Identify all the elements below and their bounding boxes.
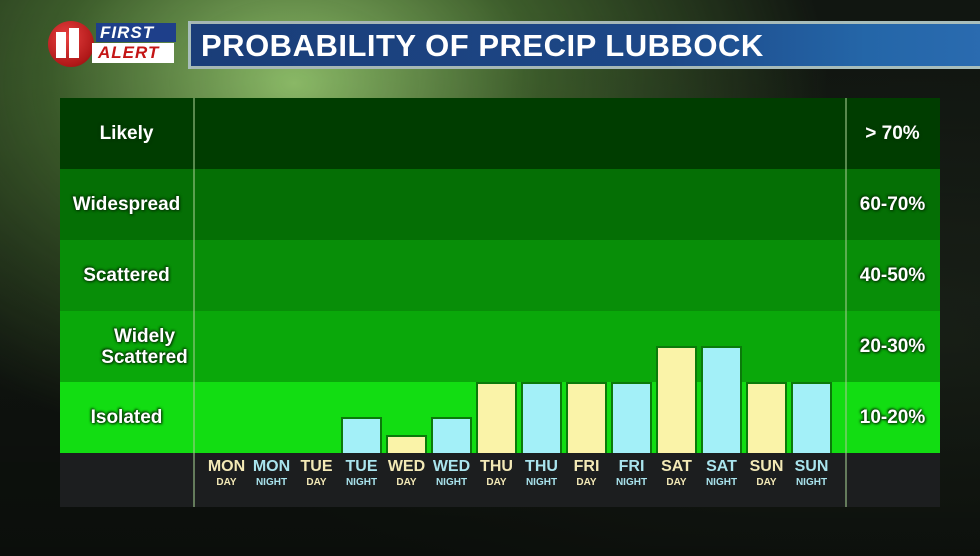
x-label: MON NIGHT (252, 458, 291, 488)
title-bar: PROBABILITY OF PRECIP LUBBOCK (188, 21, 980, 69)
logo-first-text: FIRST (96, 23, 176, 42)
x-label: THU NIGHT (525, 458, 558, 488)
x-label: WED NIGHT (432, 458, 471, 488)
x-label: THU DAY (480, 458, 513, 488)
band-scattered: Scattered 40-50% (60, 240, 940, 311)
x-label: FRI DAY (573, 458, 600, 488)
bar-sun-night (791, 382, 832, 453)
logo-alert-text: ALERT (92, 43, 174, 63)
bar-sat-day (656, 346, 697, 453)
x-label: TUE NIGHT (345, 458, 378, 488)
x-axis-strip (60, 453, 940, 507)
x-label: SUN NIGHT (794, 458, 829, 488)
bar-wed-night (431, 417, 472, 453)
precip-chart: Likely > 70% Widespread 60-70% Scattered… (60, 98, 940, 507)
bar-sun-day (746, 382, 787, 453)
right-divider (845, 98, 847, 507)
band-range: 40-50% (859, 264, 926, 286)
band-label: Likely (99, 123, 154, 144)
band-label: Isolated (90, 407, 163, 428)
bar-wed-day (386, 435, 427, 453)
x-label: SUN DAY (749, 458, 784, 488)
band-label: Widely Scattered (101, 325, 188, 368)
band-range: 20-30% (859, 335, 926, 357)
bar-tue-night (341, 417, 382, 453)
band-likely: Likely > 70% (60, 98, 940, 169)
x-label: SAT NIGHT (705, 458, 738, 488)
first-alert-logo: FIRST ALERT (48, 21, 176, 69)
band-label: Scattered (83, 265, 170, 286)
band-widespread: Widespread 60-70% (60, 169, 940, 240)
band-widely-scattered: Widely Scattered 20-30% (60, 311, 940, 382)
bar-thu-night (521, 382, 562, 453)
page-title: PROBABILITY OF PRECIP LUBBOCK (201, 28, 764, 63)
channel-11-icon (48, 21, 94, 67)
x-label: FRI NIGHT (615, 458, 648, 488)
band-range: > 70% (865, 122, 920, 144)
x-label: TUE DAY (300, 458, 333, 488)
bar-sat-night (701, 346, 742, 453)
left-divider (193, 98, 195, 507)
bar-thu-day (476, 382, 517, 453)
bar-fri-day (566, 382, 607, 453)
bar-fri-night (611, 382, 652, 453)
x-label: SAT DAY (661, 458, 692, 488)
band-range: 60-70% (859, 193, 926, 215)
x-label: WED DAY (387, 458, 426, 488)
x-label: MON DAY (207, 458, 246, 488)
band-label: Widespread (72, 194, 181, 215)
band-range: 10-20% (859, 406, 926, 428)
